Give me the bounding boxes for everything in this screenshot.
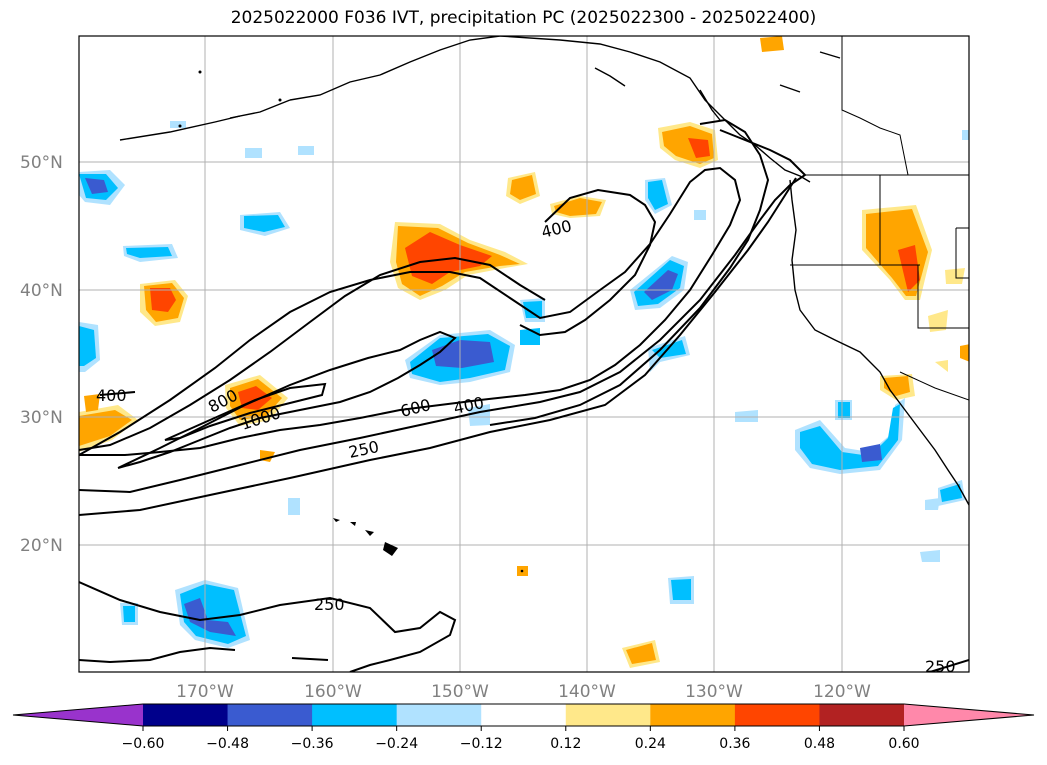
map-area [79,36,969,672]
colorbar: −0.60 −0.48 −0.36 −0.24 −0.12 0.12 0.24 0.36 0.4… [12,703,1035,752]
ivt-contours [79,118,969,672]
colorbar-segment [481,704,567,726]
colorbar-segment [396,704,482,726]
graticule [79,36,969,672]
colorbar-segment [565,704,651,726]
state-borders [790,36,969,401]
precip-positive-shading [79,36,969,668]
lon-label: 130°W [685,682,743,702]
colorbar-tick-label: 0.24 [635,736,666,752]
latitude-labels: 50°N 40°N 30°N 20°N [20,153,63,556]
islands [178,70,524,573]
colorbar-tick-label: −0.12 [460,736,503,752]
map-frame [78,35,970,673]
coastlines [119,36,969,506]
colorbar-segment [819,704,905,726]
colorbar-tick-label: −0.24 [375,736,418,752]
colorbar-tick-label: 0.36 [719,736,750,752]
colorbar-tick-label: 0.60 [888,736,919,752]
lat-label: 20°N [20,536,63,556]
contour-label: 250 [314,595,345,614]
colorbar-tick-label: −0.36 [291,736,334,752]
colorbar-tick-label: 0.48 [804,736,835,752]
colorbar-extend-low [13,704,143,726]
contour-label: 250 [925,657,956,676]
lat-label: 40°N [20,281,63,301]
lat-label: 30°N [20,408,63,428]
lat-label: 50°N [20,153,63,173]
lon-label: 160°W [304,682,362,702]
colorbar-segment [650,704,736,726]
contour-label: 400 [539,216,573,242]
precip-negative-shading [79,121,969,648]
lon-label: 140°W [558,682,616,702]
colorbar-tick-label: 0.12 [550,736,581,752]
colorbar-tick-label: −0.48 [206,736,249,752]
longitude-labels: 170°W 160°W 150°W 140°W 130°W 120°W [176,682,871,702]
lon-label: 170°W [176,682,234,702]
colorbar-segment [734,704,820,726]
colorbar-segment [227,704,313,726]
contour-label: 400 [96,386,127,405]
map-title: 2025022000 F036 IVT, precipitation PC (2… [230,8,817,28]
colorbar-segment [312,704,398,726]
colorbar-tick-label: −0.60 [122,736,165,752]
colorbar-segment [143,704,229,726]
colorbar-extend-high [904,704,1034,726]
lon-label: 150°W [431,682,489,702]
lon-label: 120°W [813,682,871,702]
